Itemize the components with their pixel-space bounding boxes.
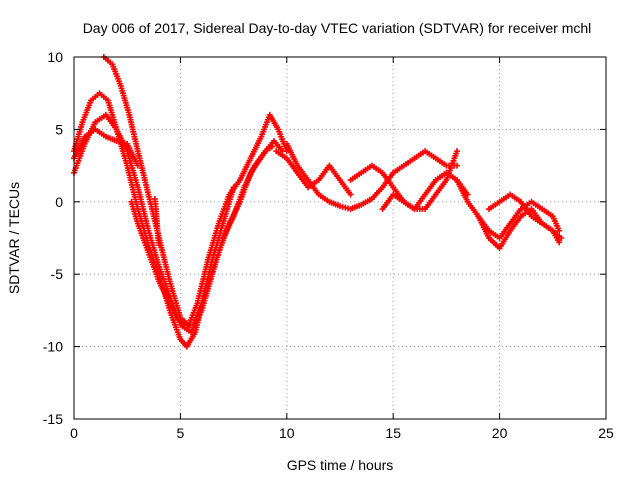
axis-ticks xyxy=(73,56,607,420)
y-axis-label: SDTVAR / TECUs xyxy=(6,182,22,294)
chart-title: Day 006 of 2017, Sidereal Day-to-day VTE… xyxy=(83,20,592,36)
data-point xyxy=(134,162,141,169)
series-sat-track-5 xyxy=(128,184,237,328)
data-point xyxy=(156,242,163,249)
data-point xyxy=(230,184,237,191)
data-points xyxy=(71,54,565,350)
series-sat-track-9 xyxy=(390,148,461,176)
y-tick-label: 0 xyxy=(55,194,63,210)
y-tick-label: 5 xyxy=(55,121,63,137)
x-tick-label: 0 xyxy=(70,425,78,441)
x-tick-label: 15 xyxy=(385,425,401,441)
series-sat-track-6 xyxy=(273,148,354,198)
y-tick-label: -10 xyxy=(43,339,63,355)
x-tick-label: 10 xyxy=(279,425,295,441)
series-sat-track-12 xyxy=(475,206,565,252)
series-sat-track-10 xyxy=(379,148,461,213)
series-sat-track-14 xyxy=(151,195,163,249)
series-sat-track-8 xyxy=(347,162,471,213)
y-tick-label: -5 xyxy=(51,266,64,282)
x-tick-label: 25 xyxy=(598,425,614,441)
data-point xyxy=(347,191,354,198)
x-tick-label: 20 xyxy=(492,425,508,441)
y-tick-label: -15 xyxy=(43,411,63,427)
plot-frame xyxy=(73,56,607,420)
x-tick-labels: 0 5 10 15 20 25 xyxy=(70,425,614,441)
y-tick-labels: -15 -10 -5 0 5 10 xyxy=(43,49,63,427)
series-sat-track-3 xyxy=(100,54,290,328)
grid-lines xyxy=(74,57,606,419)
series-sat-track-13 xyxy=(485,191,563,246)
data-point xyxy=(556,239,563,246)
x-axis-label: GPS time / hours xyxy=(287,457,394,473)
data-point xyxy=(454,162,461,169)
x-tick-label: 5 xyxy=(177,425,185,441)
y-tick-label: 10 xyxy=(47,49,63,65)
data-point xyxy=(556,227,563,234)
data-point xyxy=(454,148,461,155)
series-sat-track-1 xyxy=(71,111,275,336)
